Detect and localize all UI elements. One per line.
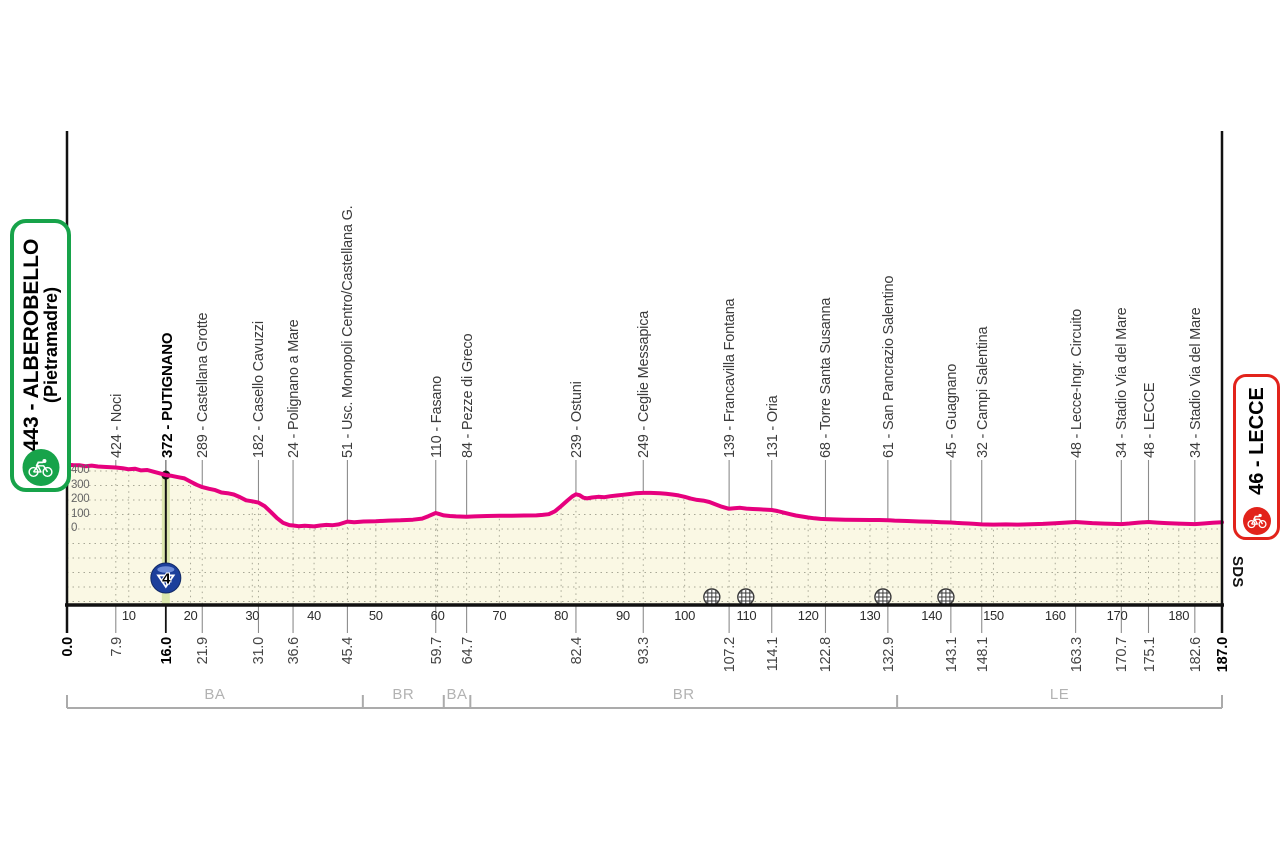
- waypoint-label: 139 - Francavilla Fontana: [722, 298, 739, 458]
- km-scale-number: 70: [492, 608, 507, 623]
- province-label: BR: [672, 686, 695, 703]
- waypoint-label: 249 - Ceglie Messapica: [636, 310, 653, 458]
- waypoint-label: 84 - Pezze di Greco: [459, 333, 476, 458]
- waypoint-label: 424 - Noci: [108, 393, 125, 458]
- svg-text:4: 4: [162, 571, 171, 588]
- finish-location-name: 46 - LECCE: [1245, 387, 1268, 495]
- waypoint-label: 48 - LECCE: [1141, 382, 1158, 458]
- distance-label: 36.6: [286, 637, 303, 665]
- km-scale-number: 110: [736, 608, 757, 623]
- distance-label: 187.0: [1215, 637, 1231, 673]
- distance-label: 143.1: [943, 637, 960, 673]
- profile-credit: SDS: [1229, 556, 1246, 588]
- waypoint-label: 34 - Stadio Via del Mare: [1114, 307, 1131, 459]
- km-scale-number: 130: [859, 608, 881, 623]
- distance-label: 163.3: [1068, 637, 1085, 673]
- distance-label: 132.9: [880, 637, 897, 673]
- waypoint-label: 32 - Campi Salentina: [974, 326, 991, 458]
- distance-label: 122.8: [818, 637, 835, 673]
- elevation-tick-label: 300: [71, 478, 90, 491]
- waypoint-label: 61 - San Pancrazio Salentino: [880, 275, 897, 458]
- elevation-tick-label: 0: [71, 522, 78, 534]
- distance-label: 82.4: [568, 637, 585, 665]
- waypoint-label: 239 - Ostuni: [568, 381, 585, 458]
- elevation-tick-label: 400: [71, 464, 90, 476]
- finish-location-box: 46 - LECCE: [1233, 374, 1280, 540]
- distance-label: 107.2: [722, 637, 739, 673]
- start-cyclist-badge: [22, 449, 59, 486]
- distance-label: 59.7: [428, 637, 445, 665]
- distance-label: 148.1: [974, 637, 991, 673]
- level-crossing-icon: [874, 588, 892, 606]
- finish-cyclist-badge: [1242, 507, 1271, 535]
- km-scale-number: 90: [615, 608, 630, 623]
- waypoint-label: 289 - Castellana Grotte: [195, 312, 212, 458]
- km-scale-number: 100: [674, 608, 696, 623]
- province-label: BA: [446, 686, 468, 703]
- km-scale-number: 170: [1106, 608, 1128, 623]
- km-scale-number: 50: [368, 608, 383, 623]
- waypoint-label: 24 - Polignano a Mare: [286, 319, 303, 458]
- climb-category-badge: 4: [150, 562, 182, 594]
- distance-label: 45.4: [340, 637, 357, 665]
- distance-label: 16.0: [158, 637, 175, 665]
- waypoint-label: 372 - PUTIGNANO: [158, 332, 176, 458]
- waypoint-label: 48 - Lecce-Ingr. Circuito: [1068, 309, 1085, 458]
- km-scale-number: 10: [121, 608, 136, 623]
- distance-label: 114.1: [764, 637, 781, 672]
- profile-area-fill: [67, 464, 1222, 605]
- km-scale-number: 140: [921, 608, 943, 623]
- waypoint-label: 131 - Oria: [764, 395, 781, 458]
- elevation-tick-label: 200: [71, 493, 90, 505]
- distance-label: 21.9: [195, 637, 212, 665]
- km-scale-number: 20: [183, 608, 198, 623]
- start-location-label: 443 - ALBEROBELLO (Pietramadre): [19, 238, 62, 452]
- level-crossing-icon: [737, 588, 755, 606]
- start-location-subname: (Pietramadre): [41, 286, 62, 404]
- profile-line: [65, 462, 1224, 529]
- province-label: LE: [1049, 686, 1070, 703]
- level-crossing-icon: [937, 588, 955, 606]
- cyclist-icon: [1246, 513, 1267, 529]
- waypoint-label: 34 - Stadio Via del Mare: [1187, 307, 1204, 459]
- distance-label: 93.3: [636, 637, 653, 665]
- province-label: BA: [204, 686, 226, 703]
- waypoint-label: 68 - Torre Santa Susanna: [818, 297, 835, 458]
- km-scale-number: 180: [1168, 608, 1190, 623]
- cyclist-icon: [28, 458, 53, 477]
- finish-location-label: 46 - LECCE: [1245, 387, 1268, 495]
- distance-label: 7.9: [108, 637, 125, 657]
- province-label: BR: [392, 686, 415, 703]
- distance-label: 31.0: [251, 637, 268, 665]
- km-scale-number: 80: [554, 608, 569, 623]
- level-crossing-icon: [703, 588, 721, 606]
- distance-label: 175.1: [1141, 637, 1158, 673]
- start-location-box: 443 - ALBEROBELLO (Pietramadre): [10, 219, 71, 492]
- km-scale-number: 150: [983, 608, 1004, 623]
- distance-label: 182.6: [1187, 637, 1204, 673]
- elevation-tick-label: 100: [71, 507, 90, 520]
- distance-label: 170.7: [1114, 637, 1131, 673]
- distance-label: 0.0: [60, 637, 76, 657]
- waypoint-label: 182 - Casello Cavuzzi: [251, 321, 268, 458]
- waypoint-label: 45 - Guagnano: [943, 363, 960, 458]
- km-scale-number: 30: [245, 608, 260, 623]
- start-location-name: 443 - ALBEROBELLO: [19, 238, 43, 452]
- km-scale-number: 40: [307, 608, 321, 623]
- waypoint-label: 51 - Usc. Monopoli Centro/Castellana G.: [340, 205, 357, 458]
- waypoint-label: 110 - Fasano: [428, 376, 445, 458]
- km-scale-number: 160: [1044, 608, 1066, 623]
- distance-label: 64.7: [459, 637, 476, 665]
- km-scale-number: 60: [430, 608, 445, 623]
- km-scale-number: 120: [797, 608, 819, 623]
